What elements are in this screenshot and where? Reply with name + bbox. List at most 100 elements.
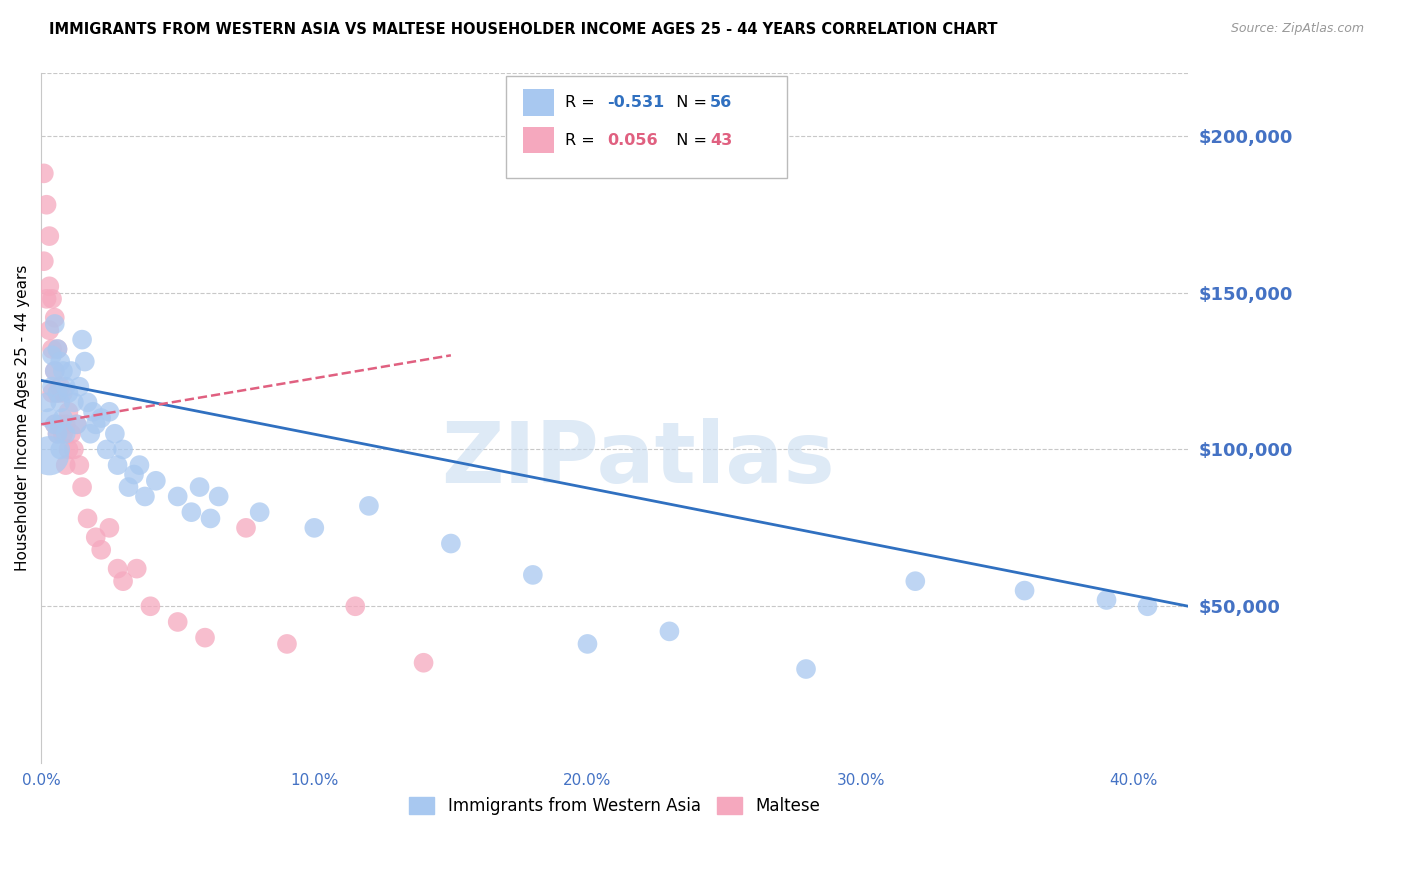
Point — [46, 426, 69, 441]
Point — [55, 417, 77, 432]
Point — [35, 395, 58, 409]
Point — [117, 480, 139, 494]
Point — [58, 442, 80, 457]
Point — [1014, 583, 1036, 598]
Point — [70, 333, 93, 347]
Point — [38, 323, 60, 337]
Point — [76, 511, 98, 525]
Point — [440, 536, 463, 550]
Point — [188, 480, 211, 494]
Point — [49, 380, 72, 394]
Point — [67, 458, 90, 472]
Point — [55, 380, 77, 394]
Text: R =: R = — [565, 95, 600, 110]
Point — [145, 474, 167, 488]
Point — [235, 521, 257, 535]
Point — [128, 458, 150, 472]
Point — [98, 521, 121, 535]
Point — [112, 442, 135, 457]
Point — [208, 490, 231, 504]
Point — [38, 279, 60, 293]
Point — [134, 490, 156, 504]
Point — [73, 354, 96, 368]
Point — [90, 411, 112, 425]
Point — [67, 380, 90, 394]
Point — [38, 229, 60, 244]
Point — [658, 624, 681, 639]
Point — [32, 166, 55, 180]
Point — [63, 395, 86, 409]
Point — [84, 530, 107, 544]
Point — [304, 521, 326, 535]
Point — [44, 310, 66, 325]
Point — [38, 411, 60, 425]
Point — [60, 364, 83, 378]
Text: R =: R = — [565, 133, 600, 147]
Point — [44, 417, 66, 432]
Text: 56: 56 — [710, 95, 733, 110]
Text: Source: ZipAtlas.com: Source: ZipAtlas.com — [1230, 22, 1364, 36]
Point — [44, 317, 66, 331]
Point — [49, 395, 72, 409]
Point — [125, 561, 148, 575]
Point — [52, 386, 75, 401]
Point — [38, 449, 60, 463]
Text: IMMIGRANTS FROM WESTERN ASIA VS MALTESE HOUSEHOLDER INCOME AGES 25 - 44 YEARS CO: IMMIGRANTS FROM WESTERN ASIA VS MALTESE … — [49, 22, 998, 37]
Point — [70, 480, 93, 494]
Point — [35, 198, 58, 212]
Point — [65, 417, 87, 432]
Point — [166, 490, 188, 504]
Point — [35, 292, 58, 306]
Point — [576, 637, 599, 651]
Point — [41, 348, 63, 362]
Point — [412, 656, 434, 670]
Point — [79, 426, 101, 441]
Point — [52, 364, 75, 378]
Point — [49, 442, 72, 457]
Point — [357, 499, 380, 513]
Point — [200, 511, 222, 525]
Point — [1095, 593, 1118, 607]
Point — [1136, 599, 1159, 614]
Point — [52, 426, 75, 441]
Point — [82, 405, 104, 419]
Point — [49, 354, 72, 368]
Text: N =: N = — [666, 133, 713, 147]
Point — [107, 458, 129, 472]
Point — [522, 568, 544, 582]
Point — [46, 342, 69, 356]
Point — [76, 395, 98, 409]
Point — [249, 505, 271, 519]
Y-axis label: Householder Income Ages 25 - 44 years: Householder Income Ages 25 - 44 years — [15, 265, 30, 571]
Text: N =: N = — [666, 95, 713, 110]
Point — [44, 364, 66, 378]
Point — [41, 380, 63, 394]
Point — [44, 417, 66, 432]
Point — [107, 561, 129, 575]
Point — [122, 467, 145, 482]
Point — [41, 386, 63, 401]
Point — [794, 662, 817, 676]
Point — [904, 574, 927, 589]
Point — [104, 426, 127, 441]
Text: -0.531: -0.531 — [607, 95, 665, 110]
Point — [49, 417, 72, 432]
Point — [46, 386, 69, 401]
Text: 43: 43 — [710, 133, 733, 147]
Point — [46, 386, 69, 401]
Point — [58, 386, 80, 401]
Point — [60, 426, 83, 441]
Point — [44, 364, 66, 378]
Point — [65, 417, 87, 432]
Point — [58, 405, 80, 419]
Point — [96, 442, 118, 457]
Point — [139, 599, 162, 614]
Point — [41, 292, 63, 306]
Point — [63, 442, 86, 457]
Point — [32, 254, 55, 268]
Point — [180, 505, 202, 519]
Text: ZIPatlas: ZIPatlas — [441, 418, 835, 501]
Point — [90, 542, 112, 557]
Text: 0.056: 0.056 — [607, 133, 658, 147]
Point — [84, 417, 107, 432]
